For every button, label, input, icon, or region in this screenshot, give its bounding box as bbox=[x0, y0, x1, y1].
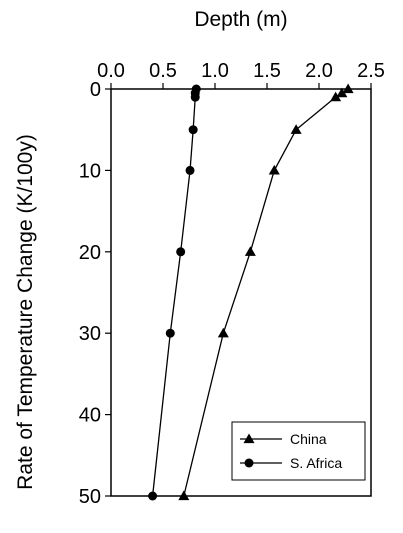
legend-box bbox=[231, 421, 366, 481]
x-tick-label: 1.5 bbox=[253, 60, 281, 82]
data-point-china bbox=[244, 246, 256, 256]
data-point-s-africa bbox=[165, 328, 175, 338]
data-point-s-africa bbox=[185, 165, 195, 175]
x-tick-label: 2.5 bbox=[357, 60, 385, 82]
data-point-s-africa bbox=[190, 92, 200, 102]
y-tick-label: 30 bbox=[79, 323, 101, 345]
y-tick-label: 0 bbox=[90, 79, 101, 101]
y-tick-label: 20 bbox=[79, 242, 101, 264]
data-point-china bbox=[290, 124, 302, 134]
y-tick-label: 10 bbox=[79, 160, 101, 182]
x-tick-label: 1.0 bbox=[201, 60, 229, 82]
legend-marker-s-africa bbox=[244, 458, 254, 468]
series-s-africa bbox=[148, 84, 201, 501]
data-point-s-africa bbox=[188, 125, 198, 135]
y-tick-label: 50 bbox=[79, 486, 101, 508]
x-tick-label: 0.0 bbox=[97, 60, 125, 82]
plot-area-frame bbox=[110, 88, 372, 497]
series-line-s-africa bbox=[151, 88, 197, 497]
x-axis-ticks: 0.0 0.5 1.0 1.5 2.0 2.5 bbox=[97, 60, 385, 89]
legend-label-china: China bbox=[290, 431, 327, 447]
data-point-s-africa bbox=[176, 247, 186, 257]
data-point-china bbox=[268, 164, 280, 175]
data-point-china bbox=[217, 327, 229, 338]
data-point-china bbox=[330, 91, 342, 102]
legend-marker-china bbox=[243, 433, 255, 444]
legend-label-s-africa: S. Africa bbox=[290, 455, 342, 471]
x-tick-label: 0.5 bbox=[149, 60, 177, 82]
data-point-china bbox=[336, 87, 348, 98]
data-point-china bbox=[342, 83, 354, 94]
y-axis-title: Rate of Temperature Change (K/100y) bbox=[14, 134, 37, 490]
series-china bbox=[178, 83, 354, 501]
x-tick-label: 2.0 bbox=[305, 60, 333, 82]
data-point-s-africa bbox=[148, 491, 158, 501]
data-point-china bbox=[178, 490, 190, 501]
y-axis-ticks: 0 10 20 30 40 50 bbox=[79, 79, 111, 508]
series-layer bbox=[148, 83, 354, 501]
y-tick-label: 40 bbox=[79, 405, 101, 427]
x-axis-title: Depth (m) bbox=[194, 8, 287, 31]
legend: China S. Africa bbox=[231, 421, 366, 481]
